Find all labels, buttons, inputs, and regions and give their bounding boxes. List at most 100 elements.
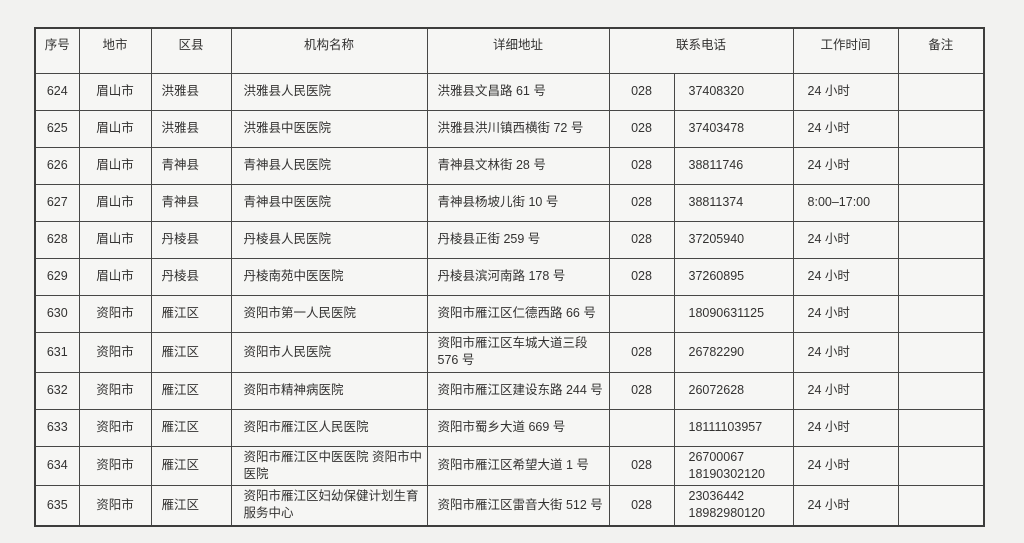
table-row: 628 眉山市 丹棱县 丹棱县人民医院 丹棱县正街 259 号 028 3720… [34, 221, 985, 259]
cell-phone: 37408320 [673, 73, 794, 111]
cell-hours: 8:00–17:00 [792, 184, 899, 222]
table-row: 631 资阳市 雁江区 资阳市人民医院 资阳市雁江区车城大道三段 576 号 0… [34, 332, 985, 373]
cell-hours: 24 小时 [792, 110, 899, 148]
table-row: 627 眉山市 青神县 青神县中医医院 青神县杨坡儿街 10 号 028 388… [34, 184, 985, 222]
cell-hours: 24 小时 [792, 295, 899, 333]
cell-district: 雁江区 [150, 332, 232, 373]
cell-hours: 24 小时 [792, 371, 899, 410]
cell-district: 雁江区 [150, 485, 232, 526]
table-row: 633 资阳市 雁江区 资阳市雁江区人民医院 资阳市蜀乡大道 669 号 181… [34, 408, 985, 447]
cell-phone: 18090631125 [673, 295, 794, 333]
cell-name: 青神县人民医院 [230, 147, 428, 185]
col-header-address: 详细地址 [426, 27, 610, 74]
cell-seq: 629 [34, 258, 80, 296]
cell-name: 资阳市第一人民医院 [230, 295, 428, 333]
cell-phone: 37260895 [673, 258, 794, 296]
cell-address: 洪雅县洪川镇西横街 72 号 [426, 110, 610, 148]
cell-district: 丹棱县 [150, 221, 232, 259]
cell-hours: 24 小时 [792, 221, 899, 259]
cell-note [897, 332, 985, 373]
cell-area-code: 028 [608, 184, 675, 222]
cell-phone: 23036442 18982980120 [673, 485, 794, 526]
cell-note [897, 221, 985, 259]
col-header-hours: 工作时间 [792, 27, 899, 74]
cell-note [897, 73, 985, 111]
cell-note [897, 445, 985, 486]
cell-area-code: 028 [608, 110, 675, 148]
col-header-phone: 联系电话 [608, 27, 794, 74]
cell-note [897, 258, 985, 296]
cell-seq: 624 [34, 73, 80, 111]
table-row: 626 眉山市 青神县 青神县人民医院 青神县文林街 28 号 028 3881… [34, 147, 985, 185]
cell-seq: 626 [34, 147, 80, 185]
cell-note [897, 371, 985, 410]
cell-note [897, 184, 985, 222]
cell-phone: 37205940 [673, 221, 794, 259]
cell-area-code [608, 295, 675, 333]
header-row: 序号 地市 区县 机构名称 详细地址 联系电话 工作时间 备注 [34, 27, 985, 74]
table-body: 624 眉山市 洪雅县 洪雅县人民医院 洪雅县文昌路 61 号 028 3740… [34, 73, 985, 526]
cell-area-code: 028 [608, 147, 675, 185]
cell-seq: 631 [34, 332, 80, 373]
cell-district: 雁江区 [150, 295, 232, 333]
cell-city: 眉山市 [78, 221, 152, 259]
cell-area-code: 028 [608, 485, 675, 526]
cell-city: 眉山市 [78, 73, 152, 111]
cell-hours: 24 小时 [792, 408, 899, 447]
cell-name: 丹棱县人民医院 [230, 221, 428, 259]
cell-name: 资阳市精神病医院 [230, 371, 428, 410]
cell-address: 资阳市雁江区仁德西路 66 号 [426, 295, 610, 333]
cell-hours: 24 小时 [792, 485, 899, 526]
table-row: 632 资阳市 雁江区 资阳市精神病医院 资阳市雁江区建设东路 244 号 02… [34, 371, 985, 410]
cell-note [897, 147, 985, 185]
cell-district: 青神县 [150, 184, 232, 222]
cell-area-code: 028 [608, 332, 675, 373]
cell-address: 丹棱县正街 259 号 [426, 221, 610, 259]
table-row: 625 眉山市 洪雅县 洪雅县中医医院 洪雅县洪川镇西横街 72 号 028 3… [34, 110, 985, 148]
cell-area-code: 028 [608, 371, 675, 410]
cell-city: 资阳市 [78, 445, 152, 486]
cell-address: 丹棱县滨河南路 178 号 [426, 258, 610, 296]
cell-address: 资阳市雁江区希望大道 1 号 [426, 445, 610, 486]
cell-note [897, 295, 985, 333]
cell-city: 资阳市 [78, 295, 152, 333]
cell-phone: 38811746 [673, 147, 794, 185]
cell-note [897, 485, 985, 526]
col-header-district: 区县 [150, 27, 232, 74]
cell-note [897, 110, 985, 148]
cell-area-code: 028 [608, 445, 675, 486]
cell-city: 资阳市 [78, 408, 152, 447]
cell-district: 洪雅县 [150, 110, 232, 148]
cell-district: 青神县 [150, 147, 232, 185]
table-row: 624 眉山市 洪雅县 洪雅县人民医院 洪雅县文昌路 61 号 028 3740… [34, 73, 985, 111]
cell-address: 青神县文林街 28 号 [426, 147, 610, 185]
cell-name: 丹棱南苑中医医院 [230, 258, 428, 296]
hospital-contact-table: 序号 地市 区县 机构名称 详细地址 联系电话 工作时间 备注 624 眉山市 … [34, 27, 986, 527]
cell-seq: 632 [34, 371, 80, 410]
cell-phone: 38811374 [673, 184, 794, 222]
cell-address: 洪雅县文昌路 61 号 [426, 73, 610, 111]
cell-seq: 627 [34, 184, 80, 222]
cell-city: 眉山市 [78, 258, 152, 296]
table-row: 635 资阳市 雁江区 资阳市雁江区妇幼保健计划生育 服务中心 资阳市雁江区雷音… [34, 485, 985, 526]
cell-name: 青神县中医医院 [230, 184, 428, 222]
cell-city: 眉山市 [78, 184, 152, 222]
cell-hours: 24 小时 [792, 332, 899, 373]
cell-name: 资阳市雁江区中医医院 资阳市中 医院 [230, 445, 428, 486]
cell-seq: 633 [34, 408, 80, 447]
cell-hours: 24 小时 [792, 258, 899, 296]
col-header-city: 地市 [78, 27, 152, 74]
cell-address: 资阳市雁江区车城大道三段 576 号 [426, 332, 610, 373]
cell-name: 资阳市雁江区妇幼保健计划生育 服务中心 [230, 485, 428, 526]
cell-name: 资阳市雁江区人民医院 [230, 408, 428, 447]
cell-area-code: 028 [608, 73, 675, 111]
cell-city: 资阳市 [78, 332, 152, 373]
cell-district: 雁江区 [150, 445, 232, 486]
cell-hours: 24 小时 [792, 73, 899, 111]
cell-address: 资阳市雁江区建设东路 244 号 [426, 371, 610, 410]
cell-seq: 635 [34, 485, 80, 526]
col-header-seq: 序号 [34, 27, 80, 74]
cell-address: 青神县杨坡儿街 10 号 [426, 184, 610, 222]
cell-note [897, 408, 985, 447]
col-header-note: 备注 [897, 27, 985, 74]
